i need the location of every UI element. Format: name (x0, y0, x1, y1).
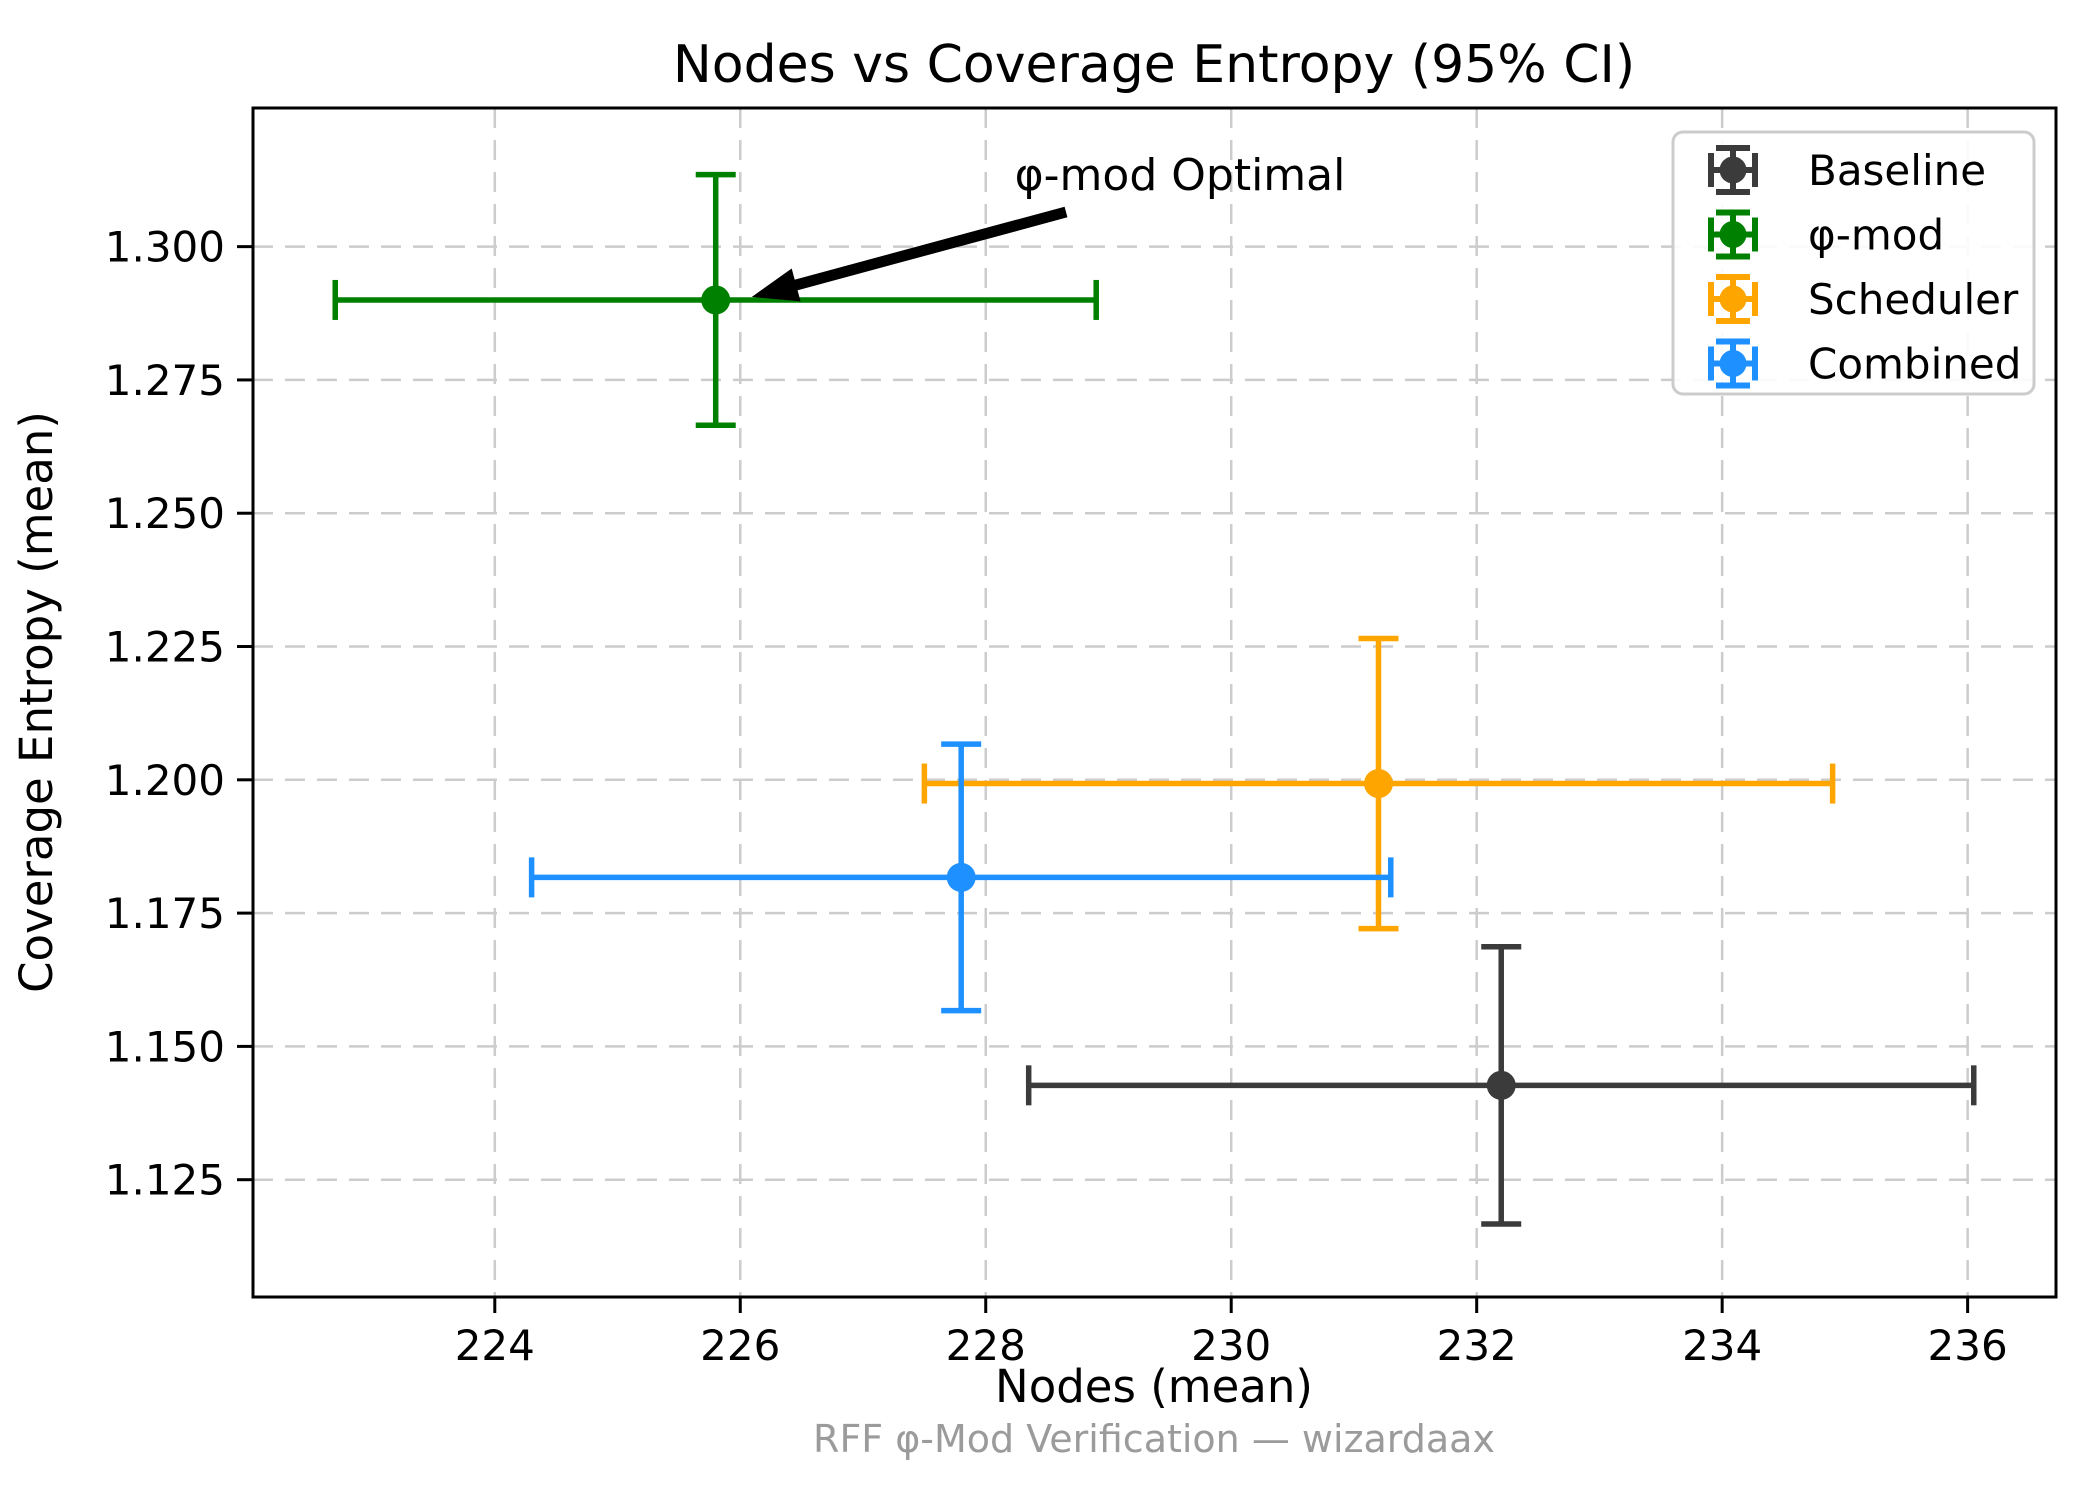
x-axis-label: Nodes (mean) (995, 1360, 1313, 1413)
y-tick-label: 1.125 (105, 1156, 225, 1205)
legend-marker-dot (1719, 285, 1747, 313)
x-tick-label: 226 (700, 1321, 780, 1370)
x-tick-label: 234 (1682, 1321, 1762, 1370)
legend-box (1671, 130, 2036, 396)
legend-row-Combined: Combined (1708, 338, 2021, 389)
chart-title: Nodes vs Coverage Entropy (95% CI) (673, 35, 1635, 95)
y-tick-label: 1.275 (105, 356, 225, 405)
series-Scheduler (921, 635, 1836, 932)
y-tick-label: 1.150 (105, 1022, 225, 1071)
y-tick-label: 1.175 (105, 889, 225, 938)
y-tick-label: 1.200 (105, 756, 225, 805)
annotation-arrow-head (751, 268, 801, 302)
legend: Baseline φ-mod Scheduler Combined (1671, 130, 2036, 396)
data-point-marker (1486, 1070, 1516, 1100)
x-tick-label: 236 (1928, 1321, 2008, 1370)
y-axis-label: Coverage Entropy (mean) (10, 411, 63, 993)
legend-label: Combined (1808, 340, 2021, 389)
legend-marker-dot (1719, 221, 1747, 248)
series-φ-mod (332, 171, 1099, 428)
series-layer (332, 171, 1977, 1227)
legend-label: Scheduler (1808, 275, 2019, 324)
data-point-marker (1363, 769, 1393, 799)
legend-marker-dot (1719, 350, 1747, 377)
x-tick-label: 232 (1437, 1321, 1517, 1370)
axes-layer: 224 226 228 230 232 234 236 1.125 1.150 1.175 1.20… (105, 106, 2058, 1370)
series-Baseline (1025, 943, 1977, 1227)
x-tick-label: 224 (455, 1321, 535, 1370)
annotation-label: φ-mod Optimal (1015, 150, 1346, 201)
y-tick-label: 1.225 (105, 623, 225, 672)
legend-marker-dot (1719, 156, 1747, 184)
data-point-marker (701, 285, 731, 315)
y-tick-label: 1.300 (105, 223, 225, 272)
legend-label: Baseline (1808, 146, 1986, 195)
footer-caption: RFF φ-Mod Verification — wizardaax (813, 1417, 1495, 1461)
legend-label: φ-mod (1808, 211, 1944, 260)
data-point-marker (946, 862, 976, 892)
legend-row-Baseline: Baseline (1708, 145, 1986, 195)
series-Combined (528, 741, 1394, 1014)
y-tick-label: 1.250 (105, 489, 225, 538)
x-tick-label: 228 (946, 1321, 1026, 1370)
x-tick-label: 230 (1191, 1321, 1271, 1370)
grid-layer (253, 108, 2056, 1297)
legend-row-Scheduler: Scheduler (1708, 274, 2019, 324)
annotation-arrow-layer (751, 206, 1068, 302)
legend-row-φ-mod: φ-mod (1708, 209, 1944, 260)
annotation-arrow-shaft (788, 206, 1068, 292)
plot-border (251, 106, 2058, 1299)
